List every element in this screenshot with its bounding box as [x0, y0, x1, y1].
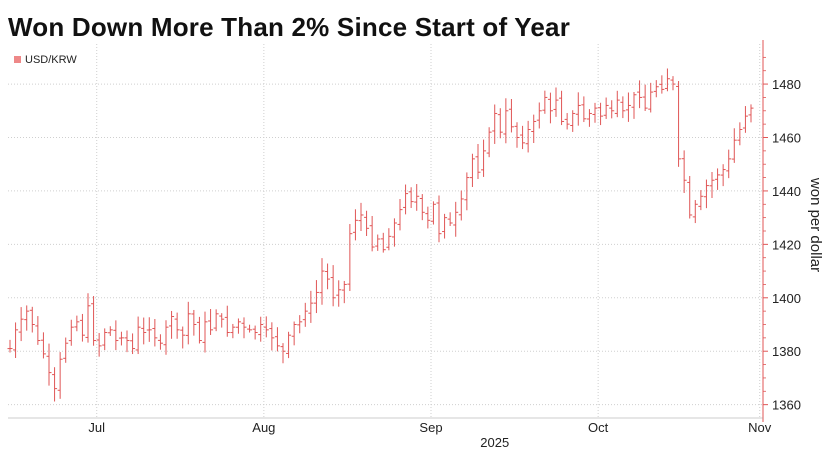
chart-title: Won Down More Than 2% Since Start of Yea… [8, 12, 571, 42]
y-axis-label: won per dollar [807, 177, 824, 272]
legend-label: USD/KRW [25, 54, 77, 66]
y-tick-label: 1360 [772, 398, 801, 413]
series-layer [7, 68, 754, 402]
x-axis-labels: JulAugSepOctNovDec20252026 [8, 417, 772, 450]
y-tick-label: 1480 [772, 77, 801, 92]
y-axis: 1360 1380 1400 1420 1440 1460 1480 [762, 40, 801, 422]
legend: USD/KRW [14, 54, 77, 66]
legend-swatch [14, 56, 21, 63]
y-tick-label: 1420 [772, 237, 801, 252]
x-tick-label: 2025 [480, 435, 509, 450]
y-tick-label: 1460 [772, 131, 801, 146]
grid-layer [8, 44, 763, 418]
y-tick-label: 1440 [772, 184, 801, 199]
y-tick-label: 1380 [772, 344, 801, 359]
x-tick-label: Aug [252, 420, 275, 435]
x-tick-label: Jul [88, 420, 105, 435]
x-tick-label: Oct [588, 420, 609, 435]
x-tick-label: Sep [419, 420, 442, 435]
y-tick-label: 1400 [772, 291, 801, 306]
x-tick-label: Nov [748, 420, 772, 435]
